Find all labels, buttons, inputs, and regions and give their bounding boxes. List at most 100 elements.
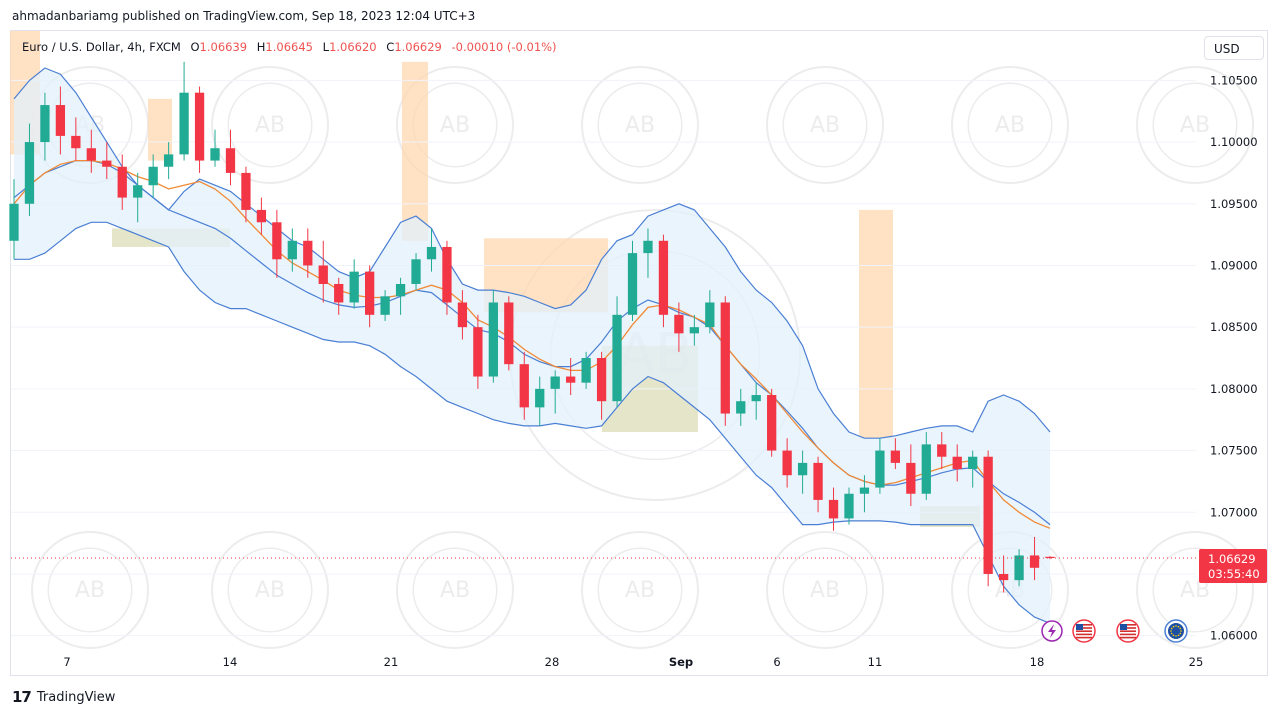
- candle: [998, 555, 1009, 593]
- candle: [179, 61, 189, 161]
- academy-watermark-icon: AB: [581, 66, 699, 184]
- candle: [504, 296, 514, 371]
- event-icons: [1041, 619, 1188, 643]
- symbol-name[interactable]: Euro / U.S. Dollar, 4h, FXCM: [22, 40, 181, 54]
- us-flag-icon[interactable]: [1116, 619, 1140, 643]
- svg-text:AB: AB: [995, 113, 1025, 138]
- candle-body: [411, 259, 421, 284]
- candle-body: [658, 240, 669, 315]
- candle: [535, 376, 545, 426]
- svg-text:AB: AB: [1180, 113, 1210, 138]
- candle-body: [256, 209, 267, 223]
- candle: [627, 240, 638, 321]
- candle: [117, 154, 127, 210]
- currency-button[interactable]: USD: [1204, 36, 1264, 60]
- publisher-caption: ahmadanbariamg published on TradingView.…: [12, 9, 476, 23]
- candle-body: [1029, 555, 1040, 568]
- candle: [287, 228, 297, 272]
- candle: [643, 228, 653, 278]
- svg-text:AB: AB: [255, 578, 285, 603]
- highlight-zone: [148, 98, 172, 161]
- candle-body: [457, 302, 468, 328]
- candle-body: [581, 358, 591, 383]
- candle-body: [272, 222, 282, 260]
- price-tick-label: 1.09500: [1210, 197, 1258, 211]
- candle-body: [767, 395, 777, 451]
- price-tick-label: 1.10500: [1210, 73, 1258, 87]
- candle: [983, 450, 993, 587]
- candle: [411, 253, 421, 291]
- candle-body: [303, 240, 313, 266]
- candle-body: [720, 302, 730, 414]
- svg-text:AB: AB: [75, 578, 105, 603]
- candle: [473, 314, 483, 389]
- us-flag-icon[interactable]: [1072, 619, 1096, 643]
- candle: [86, 129, 96, 173]
- candle-body: [751, 395, 761, 402]
- time-tick-label: 18: [1030, 655, 1045, 669]
- candle-body: [968, 456, 978, 470]
- time-tick-label: 14: [223, 655, 238, 669]
- candle: [272, 209, 282, 278]
- candle-body: [813, 462, 823, 500]
- candle-body: [643, 240, 653, 254]
- candle: [210, 129, 220, 167]
- footer-brand: 17 TradingView: [12, 688, 115, 706]
- candle-body: [210, 148, 220, 161]
- candle-body: [9, 203, 19, 241]
- candle-body: [998, 573, 1009, 581]
- time-axis: 7 14 21 28 Sep 6 11 18 25: [63, 655, 1203, 669]
- candle: [334, 277, 344, 315]
- candle-body: [225, 148, 236, 173]
- candle: [194, 86, 205, 173]
- candle: [890, 438, 901, 470]
- candle: [225, 129, 236, 186]
- candle-body: [86, 148, 96, 161]
- price-tag-badge: [1199, 549, 1267, 584]
- candle: [674, 302, 684, 352]
- candle: [566, 358, 576, 396]
- candle: [365, 265, 375, 328]
- svg-text:AB: AB: [440, 578, 470, 603]
- academy-watermark-icon: AB: [766, 531, 884, 649]
- candle-body: [102, 160, 112, 167]
- symbol-legend: Euro / U.S. Dollar, 4h, FXCM O1.06639 H1…: [22, 40, 557, 54]
- candle-body: [875, 450, 885, 488]
- candle: [720, 296, 730, 426]
- academy-watermark-icon: AB: [951, 66, 1069, 184]
- lightning-icon[interactable]: [1041, 620, 1063, 642]
- time-tick-label: 25: [1189, 655, 1204, 669]
- candle: [859, 475, 870, 513]
- candle-body: [241, 172, 251, 210]
- candle-body: [550, 376, 560, 389]
- candle-body: [627, 253, 638, 315]
- bollinger-fill: [14, 68, 1050, 624]
- price-tag-value: 1.06629: [1208, 552, 1256, 566]
- candle-body: [906, 462, 916, 494]
- academy-watermark-icon: AB: [31, 531, 149, 649]
- time-tick-label: 21: [384, 655, 399, 669]
- bollinger-lower-line: [14, 221, 1051, 624]
- candle: [782, 438, 792, 488]
- eu-flag-icon[interactable]: [1164, 619, 1188, 643]
- candle: [241, 166, 251, 223]
- svg-text:AB: AB: [810, 578, 840, 603]
- candle-body: [890, 450, 901, 463]
- candle-body: [380, 296, 390, 315]
- candle: [24, 123, 35, 217]
- low-label: L: [322, 40, 330, 54]
- candle: [581, 351, 591, 389]
- high-label: H: [256, 40, 266, 54]
- candle: [596, 351, 607, 420]
- close-value: 1.06629: [394, 40, 442, 54]
- candle-body: [859, 487, 870, 494]
- svg-text:AB: AB: [440, 113, 470, 138]
- candle: [689, 314, 699, 346]
- candle-body: [782, 450, 792, 476]
- high-value: 1.06645: [265, 40, 313, 54]
- low-value: 1.06620: [329, 40, 377, 54]
- candle-body: [689, 327, 699, 334]
- highlight-zone: [402, 61, 428, 241]
- candle-body: [148, 166, 158, 186]
